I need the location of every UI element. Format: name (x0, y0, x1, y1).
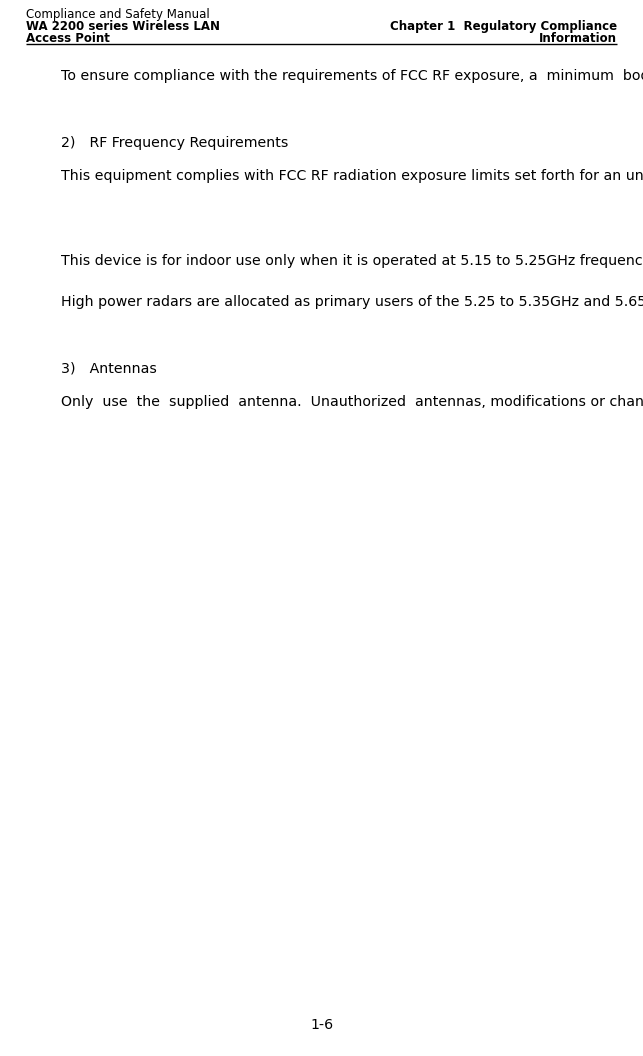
Text: 3) Antennas: 3) Antennas (61, 361, 157, 376)
Text: 2) RF Frequency Requirements: 2) RF Frequency Requirements (61, 135, 289, 150)
Text: Access Point: Access Point (26, 32, 109, 45)
Text: WA 2200 series Wireless LAN: WA 2200 series Wireless LAN (26, 20, 220, 33)
Text: 1-6: 1-6 (310, 1018, 333, 1032)
Text: Information: Information (539, 32, 617, 45)
Text: Chapter 1  Regulatory Compliance: Chapter 1 Regulatory Compliance (390, 20, 617, 33)
Text: Only  use  the  supplied  antenna.  Unauthorized  antennas, modifications or cha: Only use the supplied antenna. Unauthori… (61, 395, 643, 409)
Text: To ensure compliance with the requirements of FCC RF exposure, a  minimum  body : To ensure compliance with the requiremen… (61, 70, 643, 83)
Text: High power radars are allocated as primary users of the 5.25 to 5.35GHz and 5.65: High power radars are allocated as prima… (61, 296, 643, 309)
Text: This device is for indoor use only when it is operated at 5.15 to 5.25GHz freque: This device is for indoor use only when … (61, 254, 643, 268)
Text: This equipment complies with FCC RF radiation exposure limits set forth for an u: This equipment complies with FCC RF radi… (61, 169, 643, 183)
Text: Compliance and Safety Manual: Compliance and Safety Manual (26, 8, 210, 21)
